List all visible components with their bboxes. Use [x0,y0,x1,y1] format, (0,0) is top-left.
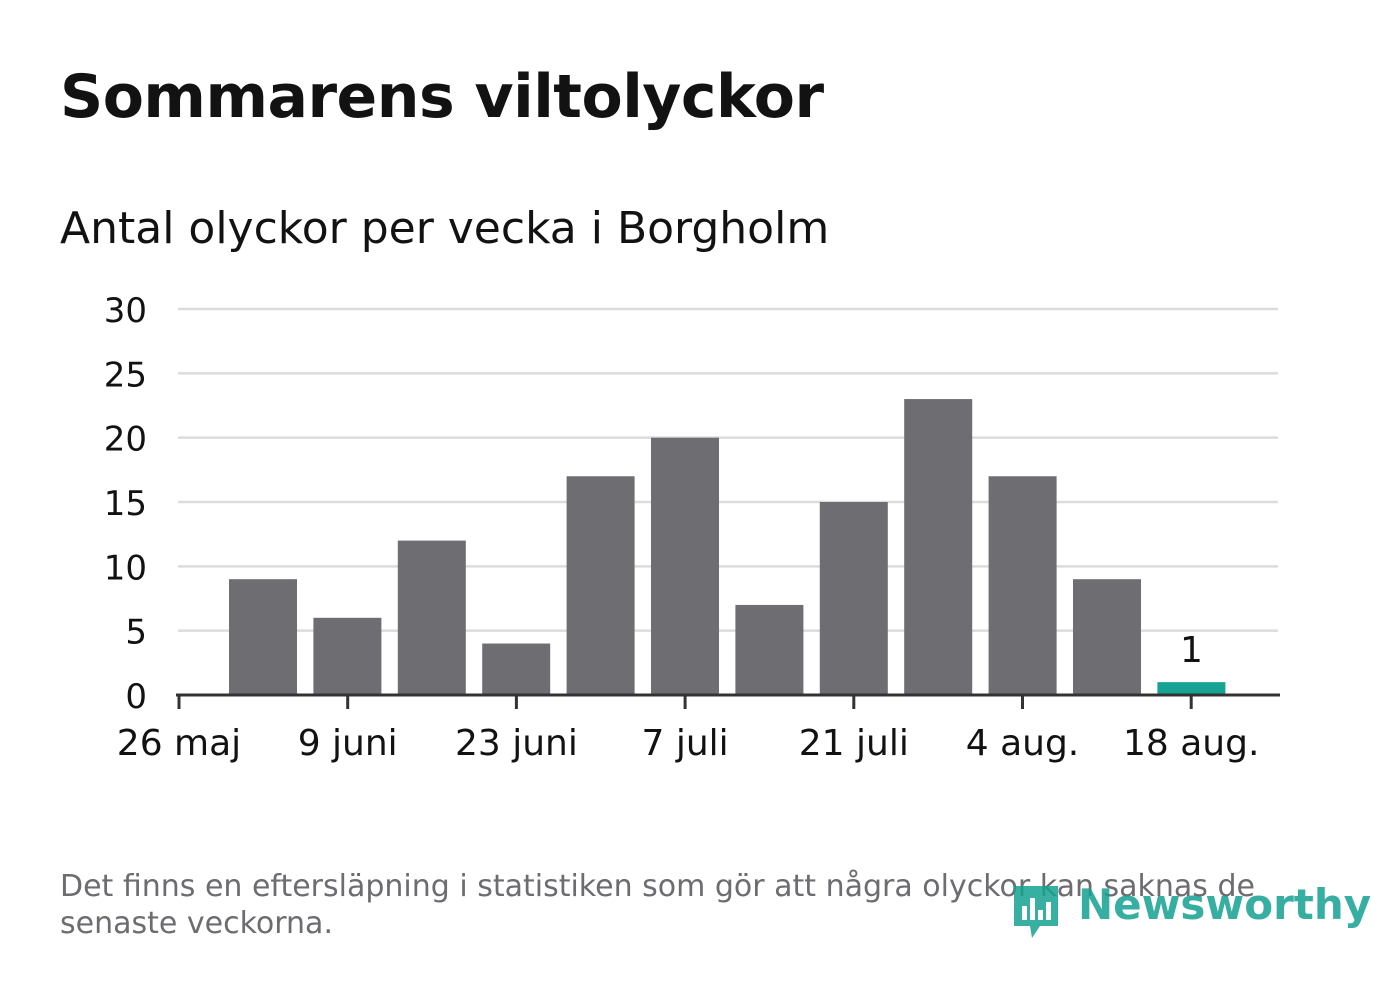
x-tick-label: 18 aug. [1123,723,1259,764]
x-tick-label: 4 aug. [966,723,1080,764]
bar [988,476,1057,695]
data-label: 1 [1180,630,1203,671]
bar [229,579,297,695]
x-tick-label: 9 juni [298,723,398,764]
x-tick-label: 21 juli [799,723,909,764]
y-tick-label: 20 [104,420,147,460]
bar [482,643,551,695]
bar [904,399,973,695]
x-tick-label: 7 juli [642,723,729,764]
chart-subtitle: Antal olyckor per vecka i Borgholm [60,203,830,254]
y-tick-label: 10 [104,548,147,588]
y-tick-label: 15 [104,484,147,524]
bar [819,502,888,695]
bar [735,604,804,695]
x-tick-label: 23 juni [455,723,578,764]
newsworthy-logo: Newsworthy [1010,876,1371,946]
bar [651,437,719,695]
bar [397,540,466,695]
x-tick-label: 26 maj [117,723,241,764]
y-tick-label: 5 [125,613,147,653]
bar [313,617,382,695]
bar [1157,682,1226,695]
y-tick-label: 0 [125,677,147,717]
bar [566,476,635,695]
logo-text: Newsworthy [1078,880,1372,929]
y-tick-label: 25 [104,355,147,395]
newsworthy-logo-icon [1014,886,1058,938]
y-tick-label: 30 [104,291,147,331]
chart-title: Sommarens viltolyckor [60,62,824,132]
bar [1073,579,1141,695]
